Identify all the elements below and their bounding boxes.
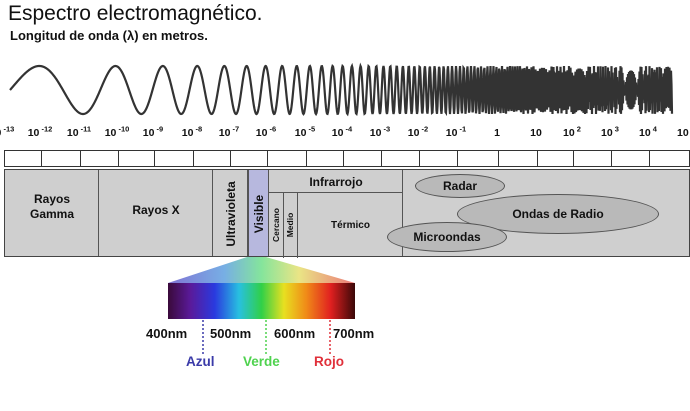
wavelength-500nm: 500nm: [210, 326, 252, 341]
region-visible-label: Visible: [252, 194, 266, 234]
tick-label: 10 -2: [407, 124, 429, 139]
tick-label: 10: [530, 127, 542, 139]
tick-label: 10 -3: [369, 124, 391, 139]
tick-label: 10 -7: [218, 124, 240, 139]
scale-divider: [457, 151, 458, 166]
scale-divider: [193, 151, 194, 166]
region-thermal-label: Térmico: [331, 220, 370, 231]
region-radar: Radar: [415, 174, 505, 198]
region-visible: Visible: [248, 170, 269, 256]
region-gamma: Rayos Gamma: [5, 170, 99, 256]
region-table: Rayos Gamma Rayos X Ultravioleta Visible…: [4, 169, 690, 258]
scale-divider: [41, 151, 42, 166]
region-ultraviolet: Ultravioleta: [213, 170, 248, 256]
region-ultraviolet-label: Ultravioleta: [224, 181, 238, 247]
near-divider: [283, 192, 284, 258]
wavelength-400nm: 400nm: [146, 326, 188, 341]
scale-divider: [649, 151, 650, 166]
tick-label: 10 -9: [142, 124, 164, 139]
region-xray-label: Rayos X: [132, 203, 180, 217]
tick-label: 10 4: [639, 124, 657, 139]
diagram-subtitle: Longitud de onda (λ) en metros.: [10, 28, 208, 43]
mid-divider: [297, 192, 298, 258]
scale-bar: [4, 150, 690, 167]
tick-label: 10 -6: [255, 124, 277, 139]
diagram-title: Espectro electromagnético.: [8, 2, 263, 25]
scale-divider: [381, 151, 382, 166]
scale-divider: [419, 151, 420, 166]
scale-divider: [306, 151, 307, 166]
tick-label: 1: [494, 127, 500, 139]
spectrum-band: [168, 283, 355, 319]
scale-divider: [498, 151, 499, 166]
scale-divider: [537, 151, 538, 166]
scale-divider: [154, 151, 155, 166]
tick-label: 10 -10: [104, 124, 130, 139]
tick-label: 10 -5: [294, 124, 316, 139]
scale-divider: [573, 151, 574, 166]
region-microwave: Microondas: [387, 222, 507, 252]
region-gamma-label: Rayos Gamma: [29, 192, 75, 221]
visible-spectrum-graphic: [168, 257, 355, 319]
color-label-verde: Verde: [243, 354, 280, 369]
region-xray: Rayos X: [99, 170, 213, 256]
tick-label: 10 -8: [181, 124, 203, 139]
region-radio-area: Radar Ondas de Radio Microondas: [387, 170, 690, 256]
tick-label: 10 -4: [331, 124, 353, 139]
wave-line: [9, 62, 674, 117]
scale-divider: [118, 151, 119, 166]
color-label-azul: Azul: [186, 354, 215, 369]
tick-label: 10 5: [677, 127, 689, 139]
scale-divider: [80, 151, 81, 166]
region-infrared-label: Infrarrojo: [309, 175, 363, 189]
scale-divider: [343, 151, 344, 166]
color-label-rojo: Rojo: [314, 354, 344, 369]
region-microwave-label: Microondas: [413, 230, 481, 244]
tick-label: 10 3: [601, 124, 619, 139]
region-radio-label: Ondas de Radio: [512, 207, 604, 221]
tick-label: 10 -11: [66, 124, 92, 139]
region-mid-label: Medio: [285, 212, 295, 238]
wave-illustration: [9, 62, 674, 117]
scale-divider: [267, 151, 268, 166]
spectrum-fan: [168, 257, 355, 283]
tick-label: 10 -1: [445, 124, 467, 139]
tick-label: 10 2: [563, 124, 581, 139]
wavelength-700nm: 700nm: [333, 326, 375, 341]
region-infrared: Infrarrojo Cercano Medio Térmico: [269, 170, 403, 258]
infrared-divider: [269, 192, 403, 193]
scale-divider: [611, 151, 612, 166]
tick-label: 10 -12: [27, 124, 53, 139]
scale-divider: [230, 151, 231, 166]
region-radar-label: Radar: [442, 179, 477, 193]
wavelength-600nm: 600nm: [274, 326, 316, 341]
region-near-label: Cercano: [271, 207, 281, 243]
tick-label: 10 -13: [0, 124, 15, 139]
